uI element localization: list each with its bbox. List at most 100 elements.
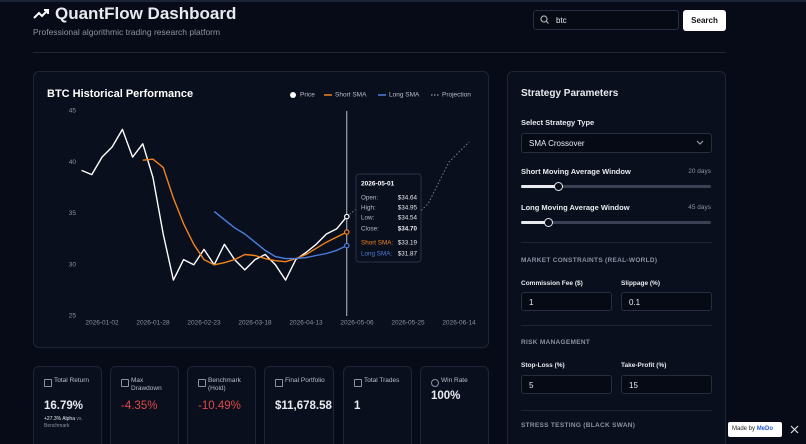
slider-thumb[interactable]	[544, 218, 553, 227]
hover-point	[343, 229, 350, 235]
chart-title: BTC Historical Performance	[47, 88, 193, 100]
slider-track	[521, 185, 711, 188]
metric-value: -4.35%	[121, 400, 158, 412]
y-tick-label: 25	[69, 313, 77, 320]
metric-value: -10.49%	[198, 400, 241, 412]
hover-point	[343, 213, 350, 220]
tooltip-label: Close:	[361, 226, 379, 233]
metric-label: Benchmark (Hold)	[208, 377, 241, 392]
legend-swatch	[290, 92, 296, 98]
field-label: Take-Profit (%)	[621, 362, 667, 369]
metric-card: Benchmark (Hold) -10.49%	[187, 366, 256, 444]
badge-close[interactable]	[790, 425, 799, 434]
metric-card: Total Return 16.79% +27.3% Alpha vs. Bench…	[33, 366, 102, 444]
metric-value: 100%	[431, 390, 461, 402]
slippage-input[interactable]: 0.1	[621, 292, 712, 311]
metric-icon	[198, 379, 206, 387]
section-title: STRESS TESTING (BLACK SWAN)	[521, 422, 636, 429]
y-tick-label: 45	[69, 108, 77, 115]
x-tick-label: 2026-06-14	[442, 320, 476, 327]
field-label: Slippage (%)	[621, 280, 661, 287]
tooltip-label: High:	[361, 205, 376, 212]
search-input[interactable]: btc	[533, 10, 679, 30]
metric-icon	[354, 379, 362, 387]
tooltip-value: $34.64	[398, 195, 418, 202]
field-label: Stop-Loss (%)	[521, 362, 565, 369]
y-tick-label: 30	[69, 261, 77, 268]
field-label: Commission Fee ($)	[521, 280, 583, 287]
app-title: QuantFlow Dashboard	[55, 4, 237, 23]
tooltip: 2026-05-01 Open: $34.64 High: $34.95 Low: $34.…	[355, 173, 422, 263]
metric-icon	[431, 379, 439, 387]
metric-note: +27.3% Alpha vs. Benchmark	[44, 416, 96, 430]
slider-fill	[521, 185, 559, 188]
logo-icon	[33, 9, 49, 19]
take-profit-input[interactable]: 15	[621, 375, 712, 394]
made-by-badge[interactable]: Made by MeDo	[728, 422, 782, 437]
legend-label: Price	[300, 92, 315, 99]
divider	[521, 242, 712, 243]
badge-brand: MeDo	[756, 426, 774, 432]
x-tick-label: 2026-05-25	[391, 320, 425, 327]
x-tick-label: 2026-01-02	[85, 320, 119, 327]
tooltip-label: Open:	[361, 195, 378, 202]
search-button[interactable]: Search	[683, 10, 726, 31]
legend-item: Projection	[431, 92, 471, 99]
stop-loss-input[interactable]: 5	[521, 375, 612, 394]
divider	[521, 410, 712, 411]
commission-input[interactable]: 1	[521, 292, 612, 311]
field-label: Select Strategy Type	[521, 118, 595, 127]
field-label: Long Moving Average Window	[521, 203, 630, 212]
metric-icon	[44, 379, 52, 387]
metric-icon	[275, 379, 283, 387]
chevron	[696, 140, 704, 145]
metric-note-strong: +27.3% Alpha	[44, 416, 75, 422]
legend-label: Long SMA	[389, 92, 420, 99]
slider-value: 45 days	[688, 204, 711, 211]
y-tick-label: 35	[69, 210, 77, 217]
section-title: RISK MANAGEMENT	[521, 339, 591, 346]
app-subtitle: Professional algorithmic trading researc…	[33, 27, 221, 37]
metric-card: Win Rate 100%	[420, 366, 489, 444]
header-divider	[33, 52, 726, 53]
slider-fill	[521, 221, 549, 224]
x-tick-label: 2026-01-28	[136, 320, 170, 327]
metric-card: Final Portfolio $11,678.58	[264, 366, 334, 444]
tooltip-value: $33.19	[398, 240, 418, 247]
legend-label: Short SMA	[335, 92, 367, 99]
x-tick-label: 2026-05-06	[340, 320, 374, 327]
metric-value: $11,678.58	[275, 400, 332, 412]
strategy-select[interactable]: SMA Crossover	[521, 133, 712, 153]
metric-label: Total Trades	[364, 377, 400, 384]
y-tick-label: 40	[69, 159, 77, 166]
series-line	[213, 210, 348, 260]
slider-value: 20 days	[688, 168, 711, 175]
legend-label: Projection	[442, 92, 471, 99]
series-line	[142, 158, 348, 266]
x-tick-label: 2026-04-13	[289, 320, 323, 327]
tooltip-value: $34.70	[398, 226, 418, 233]
tooltip-box	[355, 173, 422, 263]
search-icon	[540, 15, 549, 24]
x-tick-label: 2026-02-23	[187, 320, 221, 327]
tooltip-label: Long SMA:	[361, 251, 392, 258]
slider-track	[521, 221, 711, 224]
legend-item: Long SMA	[378, 92, 420, 99]
legend-item: Short SMA	[324, 92, 367, 99]
metric-label: Win Rate	[441, 377, 468, 384]
tooltip-value: $34.54	[398, 215, 418, 222]
tooltip-value: $34.95	[398, 205, 418, 212]
tooltip-label: Short SMA:	[361, 240, 393, 247]
tooltip-value: $31.87	[398, 251, 418, 258]
slider-thumb[interactable]	[554, 182, 563, 191]
tooltip-label: Low:	[361, 215, 375, 222]
metric-note-text: vs. Benchmark	[44, 416, 83, 429]
legend-item: Price	[290, 92, 315, 99]
metric-label: Max Drawdown	[131, 377, 162, 392]
metric-value: 16.79%	[44, 400, 84, 412]
hover-point	[343, 242, 350, 249]
metric-label: Total Return	[54, 377, 90, 384]
metric-icon	[121, 379, 129, 387]
